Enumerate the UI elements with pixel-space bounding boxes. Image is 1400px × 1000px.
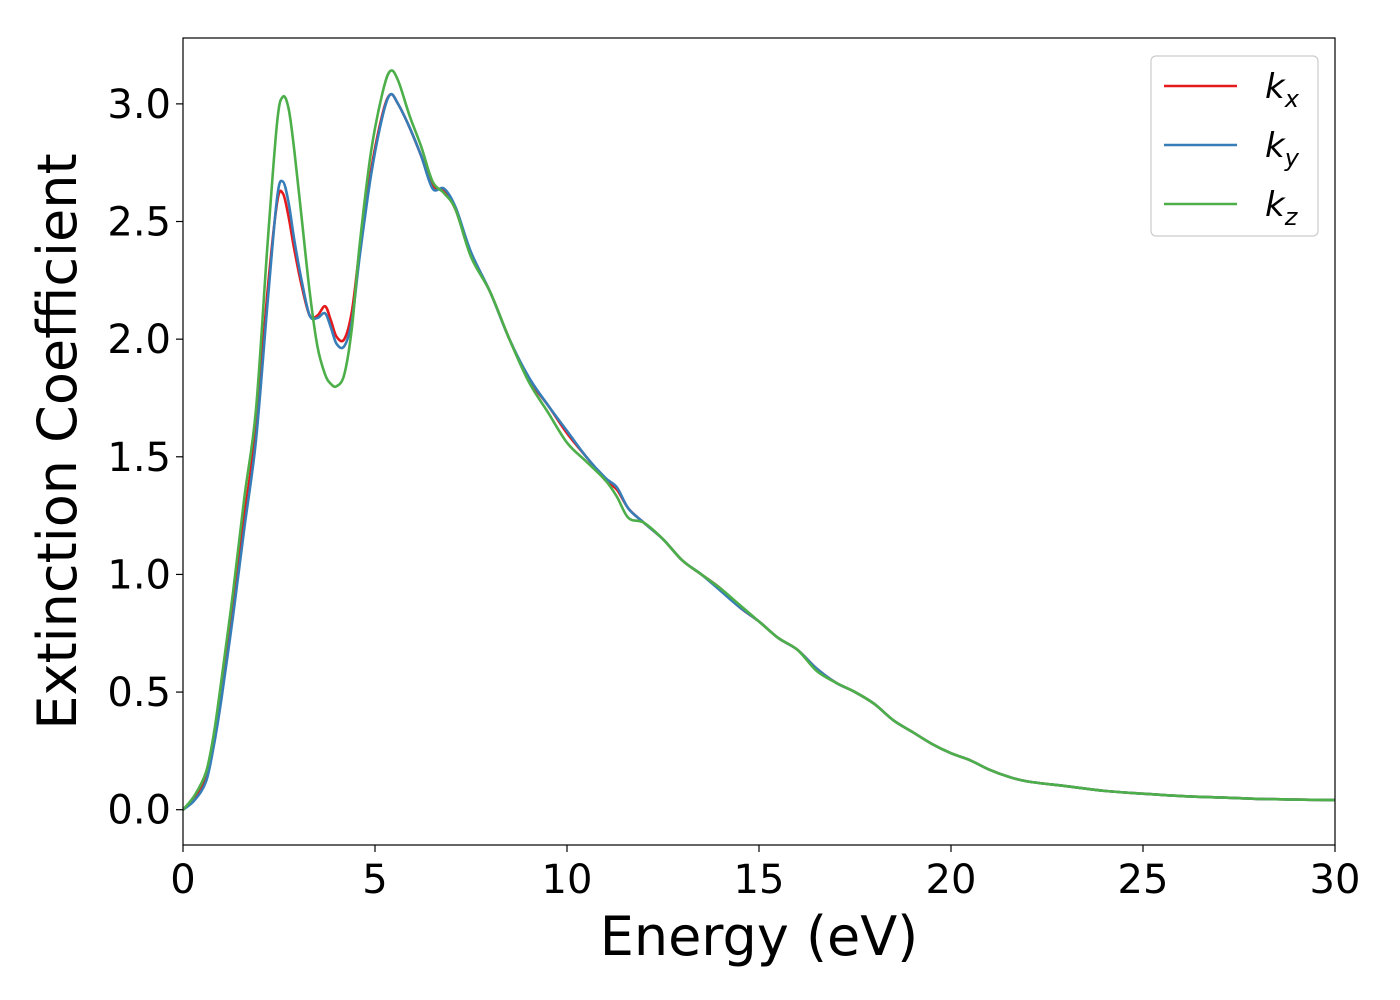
x-tick-label: 30 (1310, 857, 1361, 903)
y-tick-label: 0.5 (107, 670, 171, 716)
legend-label-y: ky (1265, 126, 1300, 172)
legend-label-z: kz (1265, 185, 1299, 231)
y-tick-label: 0.0 (107, 788, 171, 834)
x-tick-label: 25 (1118, 857, 1169, 903)
x-axis-title: Energy (eV) (600, 905, 919, 968)
y-axis-title: Extinction Coefficient (26, 153, 89, 729)
x-tick-label: 10 (542, 857, 593, 903)
series-layer (183, 69, 1335, 812)
legend-label-x: kx (1265, 67, 1300, 113)
y-tick-label: 3.0 (107, 82, 171, 128)
y-tick-label: 2.0 (107, 317, 171, 363)
x-axis-ticks: 0 5 10 15 20 25 30 (170, 845, 1360, 903)
legend: kx ky kz (1150, 55, 1319, 237)
x-tick-label: 15 (734, 857, 785, 903)
x-tick-label: 0 (170, 857, 195, 903)
series-line-z (183, 69, 1335, 812)
x-tick-label: 5 (362, 857, 387, 903)
y-axis-ticks: 0.0 0.5 1.0 1.5 2.0 2.5 3.0 (107, 82, 183, 834)
y-tick-label: 1.0 (107, 552, 171, 598)
y-tick-label: 2.5 (107, 200, 171, 246)
x-tick-label: 20 (926, 857, 977, 903)
y-tick-label: 1.5 (107, 435, 171, 481)
